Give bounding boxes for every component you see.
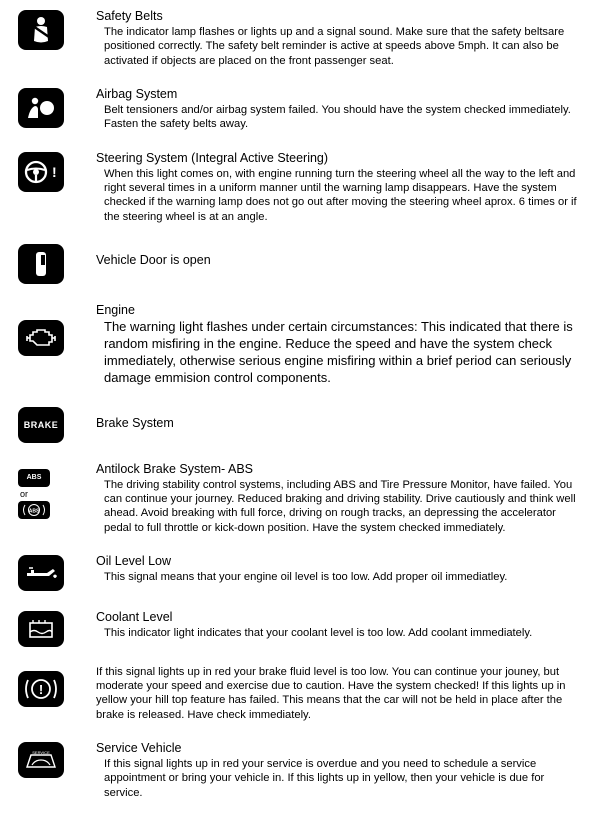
- text-col: Oil Level Low This signal means that you…: [96, 553, 582, 584]
- brake-icon: BRAKE: [18, 407, 64, 443]
- svg-text:SERVICE: SERVICE: [32, 750, 50, 755]
- icon-col: ABS or ABS: [18, 461, 96, 519]
- engine-icon: [18, 320, 64, 356]
- coolant-icon: [18, 611, 64, 647]
- icon-col: [18, 8, 96, 50]
- title: Vehicle Door is open: [96, 252, 582, 268]
- desc: The warning light flashes under certain …: [96, 319, 582, 387]
- row-airbag: Airbag System Belt tensioners and/or air…: [18, 86, 582, 132]
- icon-col: !: [18, 150, 96, 192]
- row-brake: BRAKE Brake System: [18, 405, 582, 443]
- icon-col: [18, 302, 96, 356]
- row-steering: ! Steering System (Integral Active Steer…: [18, 150, 582, 224]
- text-col: Engine The warning light flashes under c…: [96, 302, 582, 387]
- oil-icon: [18, 555, 64, 591]
- or-label: or: [18, 489, 28, 499]
- desc: The indicator lamp flashes or lights up …: [96, 25, 582, 68]
- desc: This indicator light indicates that your…: [96, 626, 582, 640]
- text-col: Brake System: [96, 405, 582, 432]
- service-icon: SERVICE: [18, 742, 64, 778]
- desc: When this light comes on, with engine ru…: [96, 167, 582, 224]
- icon-col: SERVICE: [18, 740, 96, 778]
- text-col: Service Vehicle If this signal lights up…: [96, 740, 582, 800]
- title: Airbag System: [96, 86, 582, 102]
- icon-col: [18, 86, 96, 128]
- desc: Belt tensioners and/or airbag system fai…: [96, 103, 582, 132]
- text-col: Steering System (Integral Active Steerin…: [96, 150, 582, 224]
- svg-text:!: !: [52, 164, 57, 180]
- title: Oil Level Low: [96, 553, 582, 569]
- abs-circle-icon: ABS: [18, 501, 50, 519]
- text-col: Coolant Level This indicator light indic…: [96, 609, 582, 640]
- title: Brake System: [96, 415, 582, 431]
- svg-text:!: !: [39, 682, 43, 697]
- desc: The driving stability control systems, i…: [96, 478, 582, 535]
- row-coolant: Coolant Level This indicator light indic…: [18, 609, 582, 647]
- airbag-icon: [18, 88, 64, 128]
- text-col: If this signal lights up in red your bra…: [96, 665, 582, 722]
- text-col: Safety Belts The indicator lamp flashes …: [96, 8, 582, 68]
- brake-label: BRAKE: [24, 420, 59, 430]
- icon-col: [18, 609, 96, 647]
- title: Steering System (Integral Active Steerin…: [96, 150, 582, 166]
- row-brake-fluid: ! If this signal lights up in red your b…: [18, 665, 582, 722]
- row-door: Vehicle Door is open: [18, 242, 582, 284]
- brake-fluid-icon: !: [18, 671, 64, 707]
- desc: If this signal lights up in red your bra…: [96, 665, 582, 722]
- title: Antilock Brake System- ABS: [96, 461, 582, 477]
- desc: This signal means that your engine oil l…: [96, 570, 582, 584]
- row-safety-belts: Safety Belts The indicator lamp flashes …: [18, 8, 582, 68]
- text-col: Airbag System Belt tensioners and/or air…: [96, 86, 582, 132]
- row-oil: Oil Level Low This signal means that you…: [18, 553, 582, 591]
- svg-text:ABS: ABS: [29, 508, 40, 514]
- icon-col: [18, 553, 96, 591]
- icon-col: BRAKE: [18, 405, 96, 443]
- row-service: SERVICE Service Vehicle If this signal l…: [18, 740, 582, 800]
- title: Safety Belts: [96, 8, 582, 24]
- abs-text-icon: ABS: [18, 469, 50, 487]
- title: Engine: [96, 302, 582, 318]
- abs-label: ABS: [27, 474, 42, 481]
- text-col: Antilock Brake System- ABS The driving s…: [96, 461, 582, 535]
- row-engine: Engine The warning light flashes under c…: [18, 302, 582, 387]
- text-col: Vehicle Door is open: [96, 242, 582, 269]
- title: Service Vehicle: [96, 740, 582, 756]
- icon-col: [18, 242, 96, 284]
- row-abs: ABS or ABS Antilock Brake System- ABS Th…: [18, 461, 582, 535]
- steering-icon: !: [18, 152, 64, 192]
- icon-col: !: [18, 665, 96, 707]
- seatbelt-icon: [18, 10, 64, 50]
- door-icon: [18, 244, 64, 284]
- title: Coolant Level: [96, 609, 582, 625]
